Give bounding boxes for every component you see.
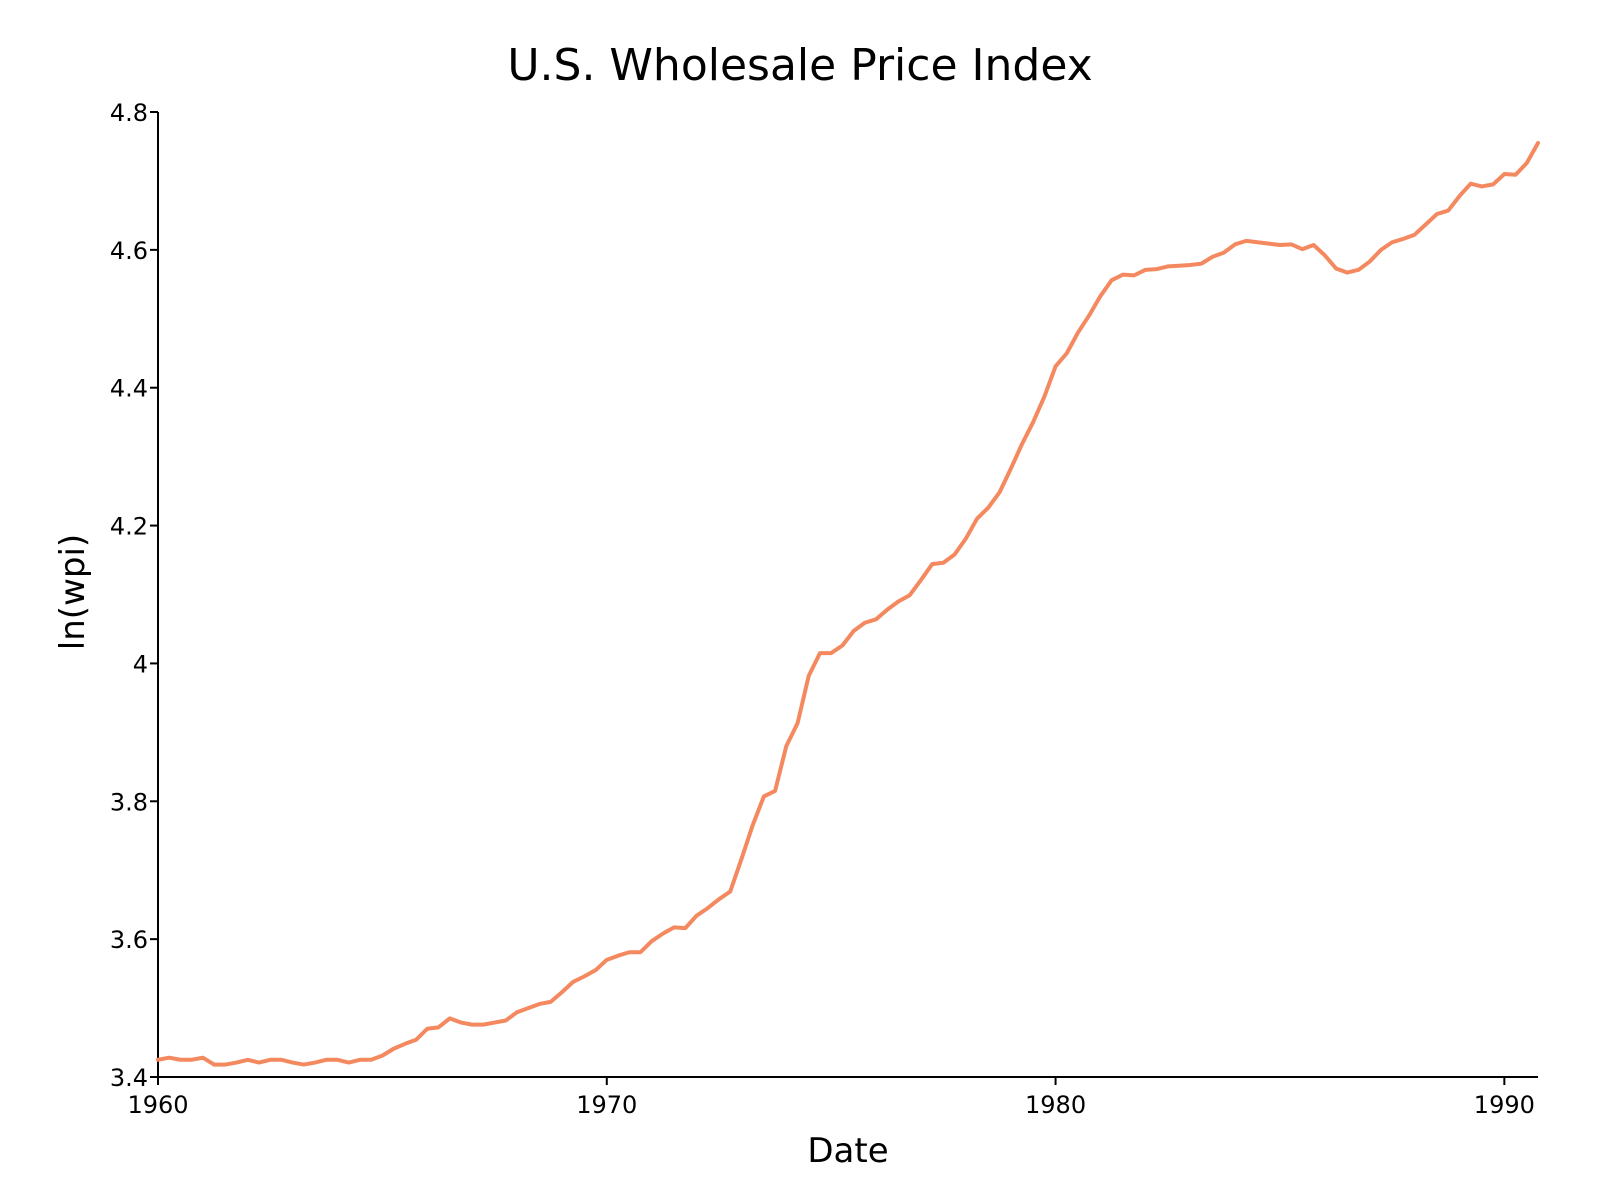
y-tick-label: 4.2 xyxy=(110,513,148,541)
y-tick-label: 4.8 xyxy=(110,99,148,127)
x-tick-label: 1960 xyxy=(127,1091,188,1119)
y-tick-label: 4.4 xyxy=(110,375,148,403)
y-tick-label: 3.4 xyxy=(110,1064,148,1092)
chart-title: U.S. Wholesale Price Index xyxy=(507,40,1092,91)
x-tick-label: 1970 xyxy=(576,1091,637,1119)
y-tick-label: 4 xyxy=(133,650,148,678)
axes xyxy=(157,112,1538,1078)
series-line-0 xyxy=(156,141,1540,1067)
y-ticks: 3.4 3.6 3.8 4 4.2 4.4 4.6 4.8 xyxy=(110,99,158,1092)
series-group xyxy=(156,141,1540,1067)
y-axis-label: ln(wpi) xyxy=(53,534,93,650)
x-tick-label: 1980 xyxy=(1025,1091,1086,1119)
x-axis-label: Date xyxy=(807,1131,888,1171)
y-tick-label: 3.6 xyxy=(110,926,148,954)
x-ticks: 1960 1970 1980 1990 xyxy=(127,1077,1535,1119)
x-tick-label: 1990 xyxy=(1474,1091,1535,1119)
y-tick-label: 3.8 xyxy=(110,788,148,816)
y-tick-label: 4.6 xyxy=(110,237,148,265)
